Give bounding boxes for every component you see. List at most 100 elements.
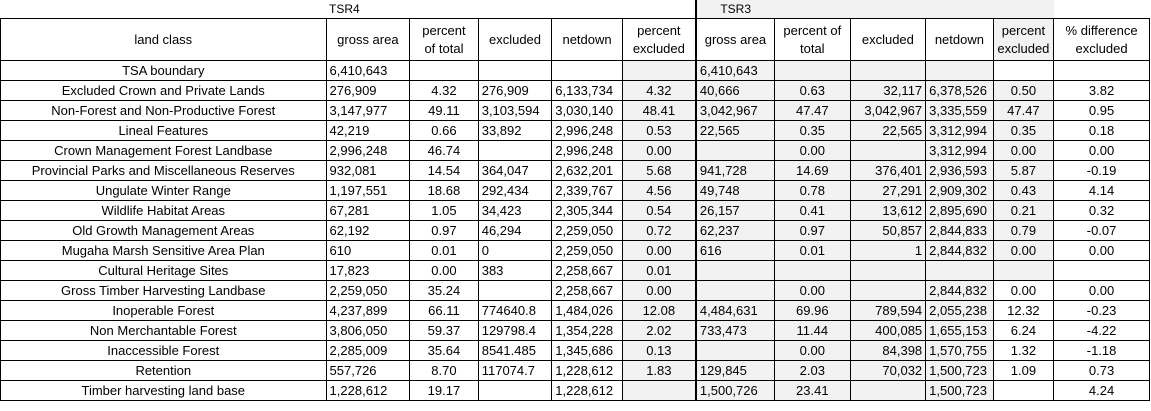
cell-tsr3-percent-excluded: 47.47 (993, 100, 1055, 121)
cell-tsr4-excluded: 117074.7 (478, 360, 553, 381)
table-row: Excluded Crown and Private Lands 276,909 4… (0, 80, 1150, 101)
cell-tsr3-percent-total: 0.41 (774, 200, 851, 221)
cell-tsr4-netdown: 2,339,767 (551, 180, 623, 201)
cell-tsr3-percent-total (774, 260, 851, 281)
cell-tsr3-netdown: 6,378,526 (925, 80, 994, 101)
cell-tsr3-percent-excluded: 0.43 (993, 180, 1055, 201)
table-row: Inoperable Forest 4,237,899 66.11 774640.8 1… (0, 300, 1150, 321)
cell-tsr4-percent-total: 19.17 (409, 380, 479, 401)
cell-land-class: Provincial Parks and Miscellaneous Reser… (0, 160, 327, 181)
cell-tsr3-excluded: 3,042,967 (850, 100, 927, 121)
table-row: Non-Forest and Non-Productive Forest 3,14… (0, 100, 1150, 121)
cell-land-class: Timber harvesting land base (0, 380, 327, 401)
cell-tsr4-gross-area: 3,806,050 (326, 320, 411, 341)
cell-tsr3-gross-area: 22,565 (694, 120, 775, 141)
cell-tsr4-percent-total: 0.97 (409, 220, 479, 241)
cell-tsr3-gross-area: 3,042,967 (694, 100, 775, 121)
column-header-row: land class gross area percent of total ex… (0, 18, 1150, 61)
cell-tsr3-excluded: 376,401 (850, 160, 927, 181)
cell-tsr4-gross-area: 932,081 (326, 160, 411, 181)
cell-tsr4-percent-excluded: 4.32 (622, 80, 697, 101)
table-row: Provincial Parks and Miscellaneous Reser… (0, 160, 1150, 181)
cell-percent-difference: 0.95 (1053, 100, 1150, 121)
cell-tsr4-netdown: 1,228,612 (551, 380, 623, 401)
cell-tsr4-percent-total: 18.68 (409, 180, 479, 201)
cell-tsr3-percent-total: 0.00 (774, 280, 851, 301)
cell-tsr3-netdown: 2,895,690 (925, 200, 994, 221)
cell-tsr4-excluded: 276,909 (478, 80, 553, 101)
cell-tsr4-excluded: 34,423 (478, 200, 553, 221)
cell-tsr3-netdown (925, 60, 994, 81)
cell-tsr4-excluded (478, 380, 553, 401)
cell-tsr4-percent-total: 0.66 (409, 120, 479, 141)
cell-percent-difference: 4.14 (1053, 180, 1150, 201)
table-row: Cultural Heritage Sites 17,823 0.00 383 2,25… (0, 260, 1150, 281)
cell-tsr3-gross-area: 733,473 (694, 320, 775, 341)
cell-tsr4-excluded (478, 60, 553, 81)
cell-tsr3-percent-total: 0.01 (774, 240, 851, 261)
cell-tsr4-netdown: 2,996,248 (551, 140, 623, 161)
cell-tsr3-excluded: 50,857 (850, 220, 927, 241)
cell-tsr4-excluded: 46,294 (478, 220, 553, 241)
cell-tsr3-gross-area: 941,728 (694, 160, 775, 181)
cell-tsr3-percent-excluded: 0.35 (993, 120, 1055, 141)
cell-tsr4-gross-area: 2,996,248 (326, 140, 411, 161)
cell-tsr4-percent-excluded: 0.72 (622, 220, 697, 241)
cell-percent-difference: -0.23 (1053, 300, 1150, 321)
cell-tsr4-gross-area: 557,726 (326, 360, 411, 381)
cell-tsr3-netdown: 1,655,153 (925, 320, 994, 341)
cell-tsr4-gross-area: 67,281 (326, 200, 411, 221)
cell-tsr3-percent-excluded: 0.00 (993, 140, 1055, 161)
cell-tsr3-gross-area: 616 (694, 240, 775, 261)
cell-percent-difference: -4.22 (1053, 320, 1150, 341)
cell-tsr4-netdown: 1,228,612 (551, 360, 623, 381)
col-tsr3-gross-area: gross area (695, 18, 775, 61)
cell-tsr4-netdown: 2,258,667 (551, 260, 623, 281)
tsr4-group-label: TSR4 (329, 1, 360, 16)
cell-tsr3-gross-area: 6,410,643 (694, 60, 775, 81)
cell-tsr4-percent-excluded: 2.02 (622, 320, 697, 341)
cell-tsr3-netdown (925, 260, 994, 281)
cell-percent-difference: 0.18 (1053, 120, 1150, 141)
cell-percent-difference: -1.18 (1053, 340, 1150, 361)
cell-tsr4-netdown: 1,345,686 (551, 340, 623, 361)
cell-tsr3-netdown: 3,335,559 (925, 100, 994, 121)
cell-tsr4-percent-excluded: 48.41 (622, 100, 697, 121)
cell-land-class: Old Growth Management Areas (0, 220, 327, 241)
col-tsr4-percent-excluded: percent excluded (621, 18, 697, 61)
cell-tsr3-percent-excluded (993, 380, 1055, 401)
cell-tsr3-excluded (850, 140, 927, 161)
cell-tsr4-percent-total: 4.32 (409, 80, 479, 101)
cell-tsr3-gross-area (694, 340, 775, 361)
cell-tsr4-gross-area: 4,237,899 (326, 300, 411, 321)
cell-tsr3-netdown: 2,844,833 (925, 220, 994, 241)
cell-tsr4-excluded: 0 (478, 240, 553, 261)
cell-tsr3-netdown: 1,500,723 (925, 380, 994, 401)
cell-tsr4-netdown (551, 60, 623, 81)
table-row: Wildlife Habitat Areas 67,281 1.05 34,423 2,… (0, 200, 1150, 221)
cell-tsr4-netdown: 2,259,050 (551, 240, 623, 261)
cell-tsr3-excluded (850, 380, 927, 401)
cell-land-class: Gross Timber Harvesting Landbase (0, 280, 327, 301)
cell-tsr4-gross-area: 1,228,612 (326, 380, 411, 401)
cell-land-class: Lineal Features (0, 120, 327, 141)
cell-land-class: Non-Forest and Non-Productive Forest (0, 100, 327, 121)
cell-tsr4-percent-total: 59.37 (409, 320, 479, 341)
col-tsr3-percent-total: percent of total (774, 18, 851, 61)
cell-tsr4-percent-total: 35.64 (409, 340, 479, 361)
cell-tsr4-percent-excluded (622, 60, 697, 81)
cell-tsr3-percent-excluded: 6.24 (993, 320, 1055, 341)
cell-tsr4-percent-excluded: 12.08 (622, 300, 697, 321)
cell-tsr4-netdown: 1,354,228 (551, 320, 623, 341)
cell-tsr3-netdown: 1,500,723 (925, 360, 994, 381)
cell-tsr3-netdown: 2,844,832 (925, 280, 994, 301)
cell-tsr4-percent-excluded: 0.00 (622, 280, 697, 301)
cell-percent-difference (1053, 260, 1150, 281)
cell-percent-difference: -0.19 (1053, 160, 1150, 181)
cell-tsr3-percent-total (774, 60, 851, 81)
cell-tsr3-percent-excluded: 12.32 (993, 300, 1055, 321)
land-class-table: TSR4 TSR3 land class gross area percent o… (0, 0, 1150, 401)
cell-tsr3-percent-total: 0.35 (774, 120, 851, 141)
cell-tsr3-percent-excluded (993, 260, 1055, 281)
cell-tsr3-netdown: 3,312,994 (925, 120, 994, 141)
